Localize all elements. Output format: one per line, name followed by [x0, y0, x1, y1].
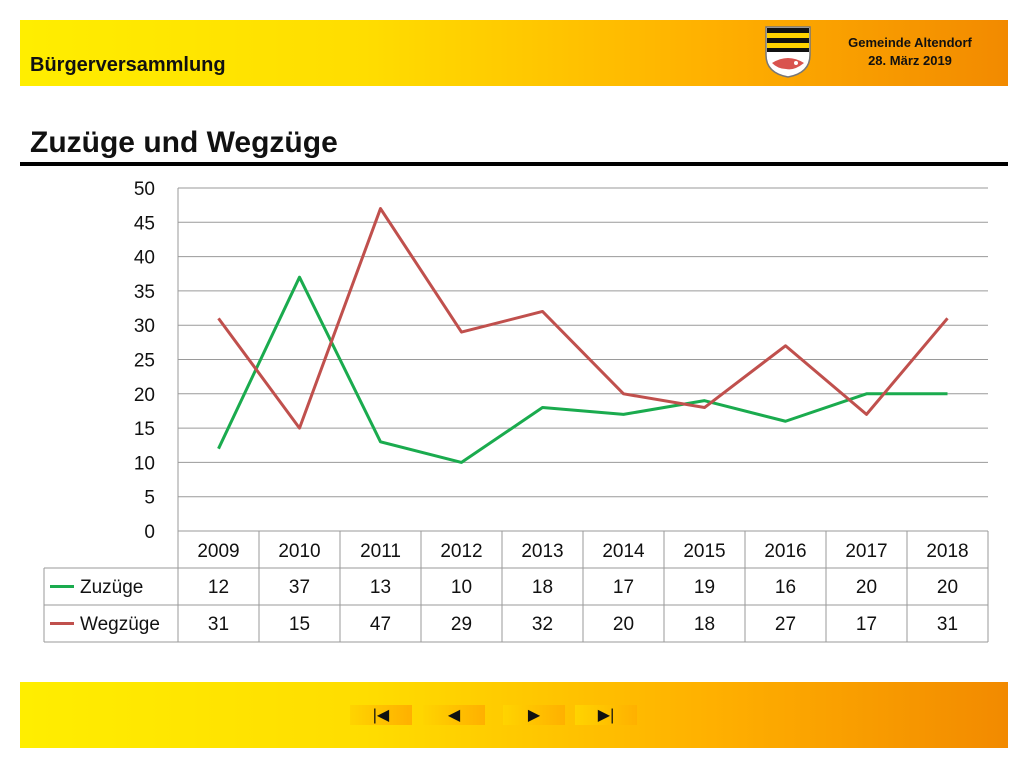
previous-page-icon: ◀ — [447, 707, 461, 724]
first-page-icon: |◀ — [372, 707, 390, 724]
data-table-value: 31 — [208, 614, 229, 635]
y-tick-label: 20 — [134, 385, 155, 406]
data-table-value: 20 — [613, 614, 634, 635]
data-table-value: 17 — [613, 577, 634, 598]
data-table-value: 20 — [856, 577, 877, 598]
x-tick-label: 2015 — [683, 541, 725, 562]
x-tick-label: 2009 — [197, 541, 239, 562]
x-tick-label: 2011 — [360, 541, 401, 562]
x-tick-label: 2012 — [440, 541, 482, 562]
y-tick-label: 40 — [134, 248, 155, 269]
data-table-value: 18 — [532, 577, 553, 598]
data-table-value: 16 — [775, 577, 796, 598]
header-bar: Bürgerversammlung Gemeinde Altendorf 28.… — [20, 20, 1008, 86]
next-page-button[interactable]: ▶ — [503, 705, 565, 725]
last-page-button[interactable]: ▶| — [575, 705, 637, 725]
legend-label: Wegzüge — [80, 614, 160, 635]
data-table-value: 17 — [856, 614, 877, 635]
x-tick-label: 2016 — [764, 541, 806, 562]
data-table-value: 19 — [694, 577, 715, 598]
data-table-value: 13 — [370, 577, 391, 598]
y-tick-label: 0 — [144, 522, 155, 543]
y-tick-label: 45 — [134, 213, 155, 234]
y-tick-label: 10 — [134, 453, 155, 474]
data-table-value: 20 — [937, 577, 958, 598]
x-tick-label: 2017 — [845, 541, 887, 562]
series-line — [217, 207, 949, 430]
y-tick-label: 35 — [134, 282, 155, 303]
data-table-value: 18 — [694, 614, 715, 635]
previous-page-button[interactable]: ◀ — [423, 705, 485, 725]
series-line — [217, 275, 948, 464]
page-title: Zuzüge und Wegzüge — [30, 126, 338, 159]
data-table-value: 12 — [208, 577, 229, 598]
x-tick-label: 2014 — [602, 541, 645, 562]
title-divider — [20, 162, 1008, 166]
data-table-value: 37 — [289, 577, 310, 598]
legend-label: Zuzüge — [80, 577, 143, 598]
y-tick-label: 15 — [134, 419, 155, 440]
y-tick-label: 25 — [134, 351, 155, 372]
municipality-info: Gemeinde Altendorf 28. März 2019 — [820, 34, 1000, 70]
data-table-value: 29 — [451, 614, 472, 635]
data-table-value: 47 — [370, 614, 391, 635]
municipality-name: Gemeinde Altendorf — [848, 35, 972, 50]
next-page-icon: ▶ — [527, 707, 541, 724]
last-page-icon: ▶| — [597, 707, 615, 724]
header-title: Bürgerversammlung — [30, 54, 226, 76]
data-table-value: 10 — [451, 577, 472, 598]
x-tick-label: 2013 — [521, 541, 563, 562]
data-table-value: 15 — [289, 614, 310, 635]
x-tick-label: 2010 — [278, 541, 320, 562]
coat-of-arms-icon — [765, 26, 811, 78]
data-table-value: 32 — [532, 614, 553, 635]
x-tick-label: 2018 — [926, 541, 968, 562]
data-table-value: 31 — [937, 614, 958, 635]
y-tick-label: 5 — [144, 488, 155, 509]
y-tick-label: 30 — [134, 316, 155, 337]
y-tick-label: 50 — [134, 179, 155, 200]
data-table-value: 27 — [775, 614, 796, 635]
presentation-date: 28. März 2019 — [868, 53, 952, 68]
first-page-button[interactable]: |◀ — [350, 705, 412, 725]
